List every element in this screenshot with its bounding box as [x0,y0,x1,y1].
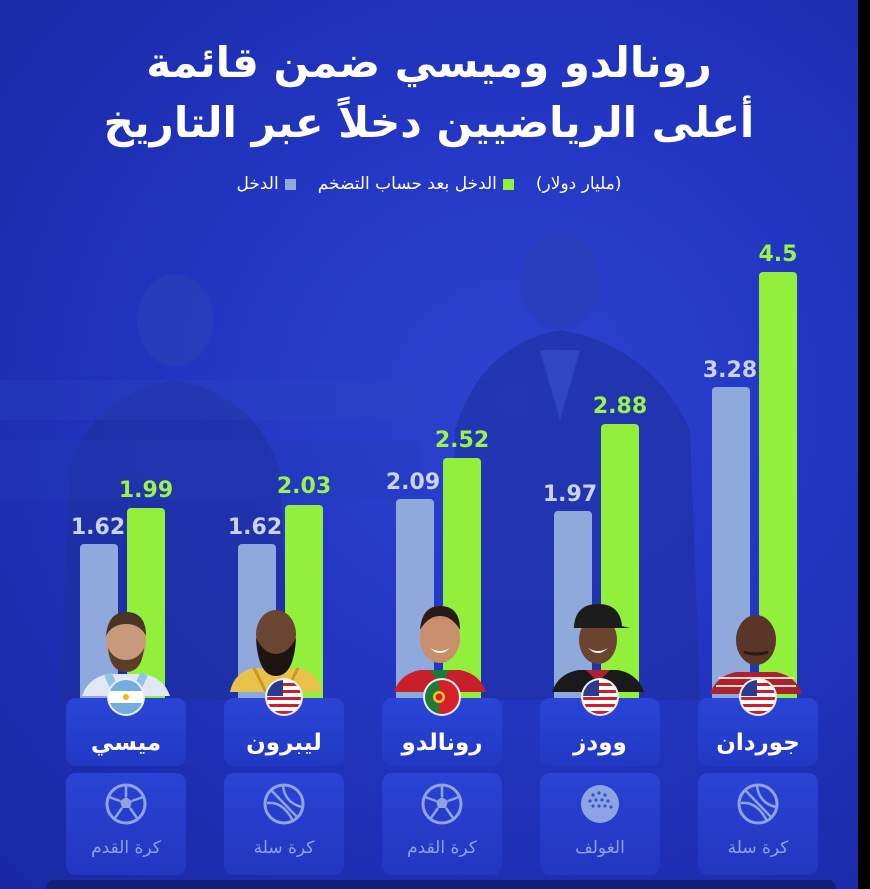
value-inflation: 2.88 [592,394,648,419]
legend-item-income: الدخل [236,174,296,194]
screen-edge [858,0,870,889]
basketball-icon [263,783,305,825]
sport-label-messi: كرة القدم [91,838,161,858]
flag-argentina-icon [109,680,143,714]
value-inflation: 1.99 [118,478,174,503]
athlete-name-ronaldo: رونالدو [401,730,483,756]
legend-label-inflation: الدخل بعد حساب التضخم [317,174,497,194]
basketball-icon [737,783,779,825]
soccer-ball-icon [105,783,147,825]
athlete-name-messi: ميسي [90,730,162,756]
legend-unit: (مليار دولار) [535,174,622,194]
bar-inflation [285,505,323,700]
legend-label-income: الدخل [236,174,279,194]
value-income: 1.62 [227,515,283,540]
sport-label-jordan: كرة سلة [727,838,789,858]
bar-income [396,499,434,700]
flag-usa-icon [267,680,301,714]
value-income: 3.28 [702,358,758,383]
value-income: 1.62 [70,515,126,540]
chart-legend: (مليار دولار) الدخل بعد حساب التضخم الدخ… [0,174,858,194]
athlete-name-jordan: جوردان [716,730,800,756]
legend-swatch-income [284,178,296,190]
value-inflation: 4.5 [758,242,798,267]
sport-label-ronaldo: كرة القدم [407,838,477,858]
golf-ball-icon [581,785,619,823]
title-line-2: أعلى الرياضيين دخلاً عبر التاريخ [103,98,755,147]
flag-portugal-icon [425,680,459,714]
value-inflation: 2.52 [434,428,490,453]
avatar-lebron [230,610,322,692]
sport-label-lebron: كرة سلة [253,838,315,858]
legend-item-inflation: الدخل بعد حساب التضخم [318,174,514,194]
legend-swatch-inflation [502,178,514,190]
value-income: 2.09 [385,470,441,495]
flag-usa-icon [741,680,775,714]
athlete-name-woods: وودز [573,730,627,756]
footer-bar [46,880,836,889]
sport-label-woods: الغولف [575,838,625,858]
avatar-woods [552,604,644,692]
athlete-name-lebron: ليبرون [246,730,322,756]
avatar-ronaldo [394,606,486,692]
flag-usa-icon [583,680,617,714]
value-inflation: 2.03 [276,474,332,499]
title-line-1: رونالدو وميسي ضمن قائمة [146,38,712,87]
soccer-ball-icon [421,783,463,825]
value-income: 1.97 [542,482,598,507]
bar-income [554,511,592,700]
